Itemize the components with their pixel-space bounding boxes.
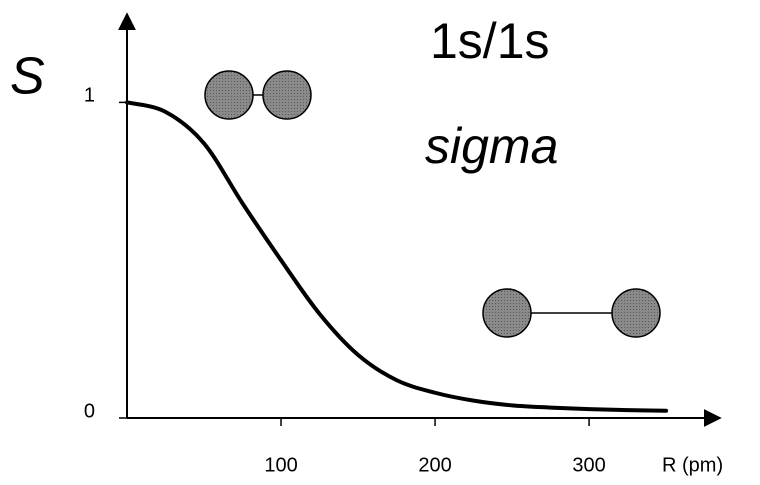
molecule-far xyxy=(482,288,661,338)
overlap-curve xyxy=(125,100,669,413)
chart-title: 1s/1s xyxy=(430,13,550,69)
x-tick-label: 100 xyxy=(264,454,297,476)
x-axis-label: R (pm) xyxy=(662,454,723,476)
y-axis-label: S xyxy=(10,48,45,106)
x-tick-label: 300 xyxy=(572,454,605,476)
chart-subtitle: sigma xyxy=(425,118,558,174)
x-tick-label: 200 xyxy=(418,454,451,476)
molecule-close xyxy=(204,70,312,120)
y-tick-label: 1 xyxy=(84,85,95,107)
y-tick-label: 0 xyxy=(84,400,95,422)
